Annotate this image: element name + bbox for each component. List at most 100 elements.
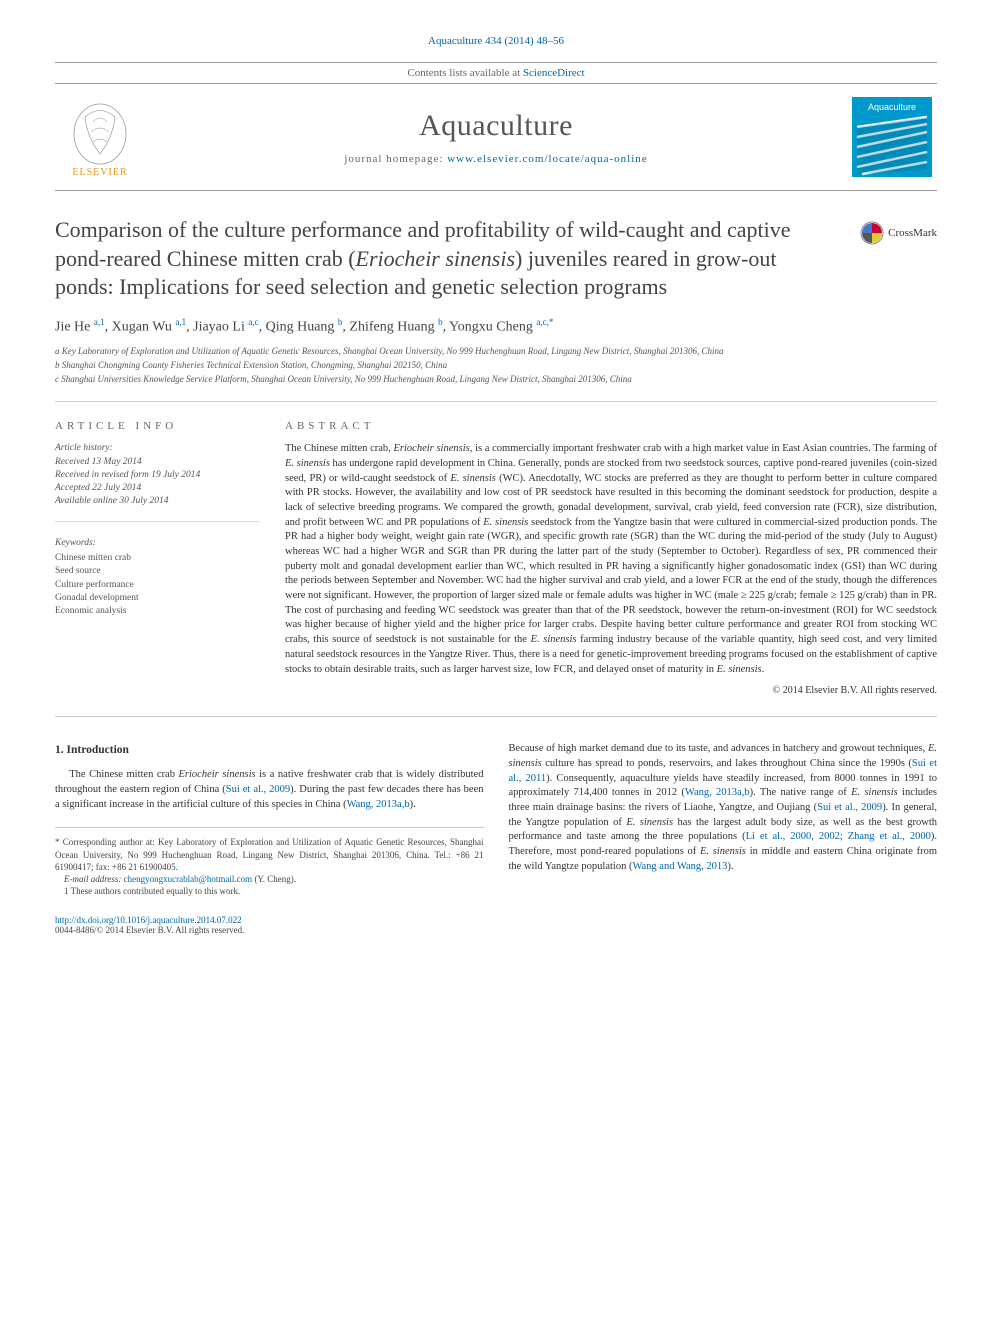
- keywords-label: Keywords:: [55, 537, 260, 550]
- lp-d: ).: [410, 799, 416, 810]
- lp-sp1: Eriocheir sinensis: [179, 769, 256, 780]
- article-title: Comparison of the culture performance an…: [55, 216, 937, 302]
- citation-link[interactable]: Aquaculture 434 (2014) 48–56: [428, 35, 564, 47]
- history-block: Article history: Received 13 May 2014 Re…: [55, 442, 260, 521]
- lp-a: The Chinese mitten crab: [69, 769, 178, 780]
- rp-sp3: E. sinensis: [626, 817, 673, 828]
- homepage-link[interactable]: www.elsevier.com/locate/aqua-online: [447, 153, 647, 165]
- history-label: Article history:: [55, 443, 113, 453]
- main-content: article info Article history: Received 1…: [55, 420, 937, 717]
- abs-sp1: Eriocheir sinensis: [394, 443, 470, 454]
- abs-sp4: E. sinensis: [483, 517, 528, 528]
- body-left-col: 1. Introduction The Chinese mitten crab …: [55, 742, 484, 897]
- rp-sp2: E. sinensis: [851, 787, 898, 798]
- crossmark-label: CrossMark: [888, 226, 937, 240]
- author-5: , Zhifeng Huang: [342, 319, 438, 334]
- email-link[interactable]: chengyongxucrablab@hotmail.com: [124, 874, 253, 884]
- authors: Jie He a,1, Xugan Wu a,1, Jiayao Li a,c,…: [55, 317, 937, 336]
- rp-a: Because of high market demand due to its…: [509, 743, 928, 754]
- keyword-3: Culture performance: [55, 580, 134, 590]
- journal-title: Aquaculture: [145, 109, 847, 143]
- intro-p1: The Chinese mitten crab Eriocheir sinens…: [55, 768, 484, 812]
- affiliations: a Key Laboratory of Exploration and Util…: [55, 345, 937, 402]
- sciencedirect-bar: Contents lists available at ScienceDirec…: [55, 62, 937, 84]
- author-3-sup: a,c: [248, 317, 258, 327]
- author-6-sup: a,c,: [536, 317, 549, 327]
- author-3: , Jiayao Li: [186, 319, 248, 334]
- info-heading: article info: [55, 420, 260, 432]
- footer-row: http://dx.doi.org/10.1016/j.aquaculture.…: [55, 915, 937, 935]
- email-suffix: (Y. Cheng).: [252, 874, 296, 884]
- author-1-sup: a,1: [94, 317, 105, 327]
- body-columns: 1. Introduction The Chinese mitten crab …: [55, 742, 937, 897]
- lp-ref1[interactable]: Sui et al., 2009: [226, 784, 290, 795]
- body-right-col: Because of high market demand due to its…: [509, 742, 938, 897]
- journal-block: ELSEVIER Aquaculture journal homepage: w…: [55, 92, 937, 191]
- rp-b: culture has spread to ponds, reservoirs,…: [542, 758, 912, 769]
- crossmark-badge[interactable]: CrossMark: [860, 221, 937, 245]
- rp-d: ). The native range of: [750, 787, 852, 798]
- contents-prefix: Contents lists available at: [407, 67, 522, 79]
- intro-heading: 1. Introduction: [55, 742, 484, 758]
- svg-text:ELSEVIER: ELSEVIER: [72, 167, 127, 178]
- elsevier-logo: ELSEVIER: [55, 92, 145, 182]
- author-2: , Xugan Wu: [105, 319, 176, 334]
- abs-b: , is a commercially important freshwater…: [470, 443, 937, 454]
- abs-sp6: E. sinensis: [717, 664, 762, 675]
- rp-ref4[interactable]: Li et al., 2000, 2002; Zhang et al., 200…: [746, 831, 931, 842]
- author-2-sup: a,1: [175, 317, 186, 327]
- crossmark-icon: [860, 221, 884, 245]
- abstract-text: The Chinese mitten crab, Eriocheir sinen…: [285, 442, 937, 677]
- keyword-1: Chinese mitten crab: [55, 553, 131, 563]
- history-4: Available online 30 July 2014: [55, 496, 168, 506]
- abs-sp5: E. sinensis: [531, 634, 577, 645]
- journal-center: Aquaculture journal homepage: www.elsevi…: [145, 109, 847, 165]
- article-info-col: article info Article history: Received 1…: [55, 420, 260, 696]
- email-footnote: E-mail address: chengyongxucrablab@hotma…: [55, 873, 484, 885]
- keyword-2: Seed source: [55, 566, 101, 576]
- keyword-4: Gonadal development: [55, 593, 139, 603]
- header-citation: Aquaculture 434 (2014) 48–56: [55, 35, 937, 47]
- abs-e: seedstock from the Yangtze basin that we…: [285, 517, 937, 646]
- svg-text:Aquaculture: Aquaculture: [868, 102, 916, 112]
- abs-a: The Chinese mitten crab,: [285, 443, 394, 454]
- abstract-heading: abstract: [285, 420, 937, 432]
- history-2: Received in revised form 19 July 2014: [55, 470, 200, 480]
- rp-j: ).: [727, 861, 733, 872]
- journal-homepage: journal homepage: www.elsevier.com/locat…: [145, 153, 847, 165]
- rp-ref3[interactable]: Sui et al., 2009: [817, 802, 882, 813]
- homepage-prefix: journal homepage:: [344, 153, 447, 165]
- lp-ref2[interactable]: Wang, 2013a,b: [347, 799, 410, 810]
- equal-footnote: 1 These authors contributed equally to t…: [55, 885, 484, 897]
- sciencedirect-link[interactable]: ScienceDirect: [523, 67, 585, 79]
- rp-ref2[interactable]: Wang, 2013a,b: [685, 787, 750, 798]
- journal-cover: Aquaculture: [847, 92, 937, 182]
- abstract-col: abstract The Chinese mitten crab, Erioch…: [285, 420, 937, 696]
- abstract-copyright: © 2014 Elsevier B.V. All rights reserved…: [285, 685, 937, 696]
- keywords-block: Keywords: Chinese mitten crab Seed sourc…: [55, 537, 260, 619]
- affiliation-c: c Shanghai Universities Knowledge Servic…: [55, 373, 937, 386]
- history-3: Accepted 22 July 2014: [55, 483, 141, 493]
- intro-p2: Because of high market demand due to its…: [509, 742, 938, 874]
- affiliation-b: b Shanghai Chongming County Fisheries Te…: [55, 359, 937, 372]
- corr-footnote: * Corresponding author at: Key Laborator…: [55, 836, 484, 872]
- rp-ref5[interactable]: Wang and Wang, 2013: [632, 861, 727, 872]
- abs-g: .: [762, 664, 765, 675]
- abs-sp3: E. sinensis: [450, 473, 496, 484]
- footer-left: http://dx.doi.org/10.1016/j.aquaculture.…: [55, 915, 244, 935]
- doi-link[interactable]: http://dx.doi.org/10.1016/j.aquaculture.…: [55, 915, 242, 925]
- issn-text: 0044-8486/© 2014 Elsevier B.V. All right…: [55, 925, 244, 935]
- keyword-5: Economic analysis: [55, 606, 127, 616]
- equal-text: 1 These authors contributed equally to t…: [64, 886, 240, 896]
- corr-mark: *: [549, 317, 554, 327]
- affiliation-a: a Key Laboratory of Exploration and Util…: [55, 345, 937, 358]
- title-species: Eriocheir sinensis: [356, 246, 516, 271]
- rp-sp4: E. sinensis: [700, 846, 746, 857]
- footnotes: * Corresponding author at: Key Laborator…: [55, 827, 484, 897]
- author-6: , Yongxu Cheng: [443, 319, 537, 334]
- author-4: , Qing Huang: [259, 319, 338, 334]
- email-label: E-mail address:: [64, 874, 124, 884]
- author-1: Jie He: [55, 319, 94, 334]
- abs-sp2: E. sinensis: [285, 458, 330, 469]
- history-1: Received 13 May 2014: [55, 457, 142, 467]
